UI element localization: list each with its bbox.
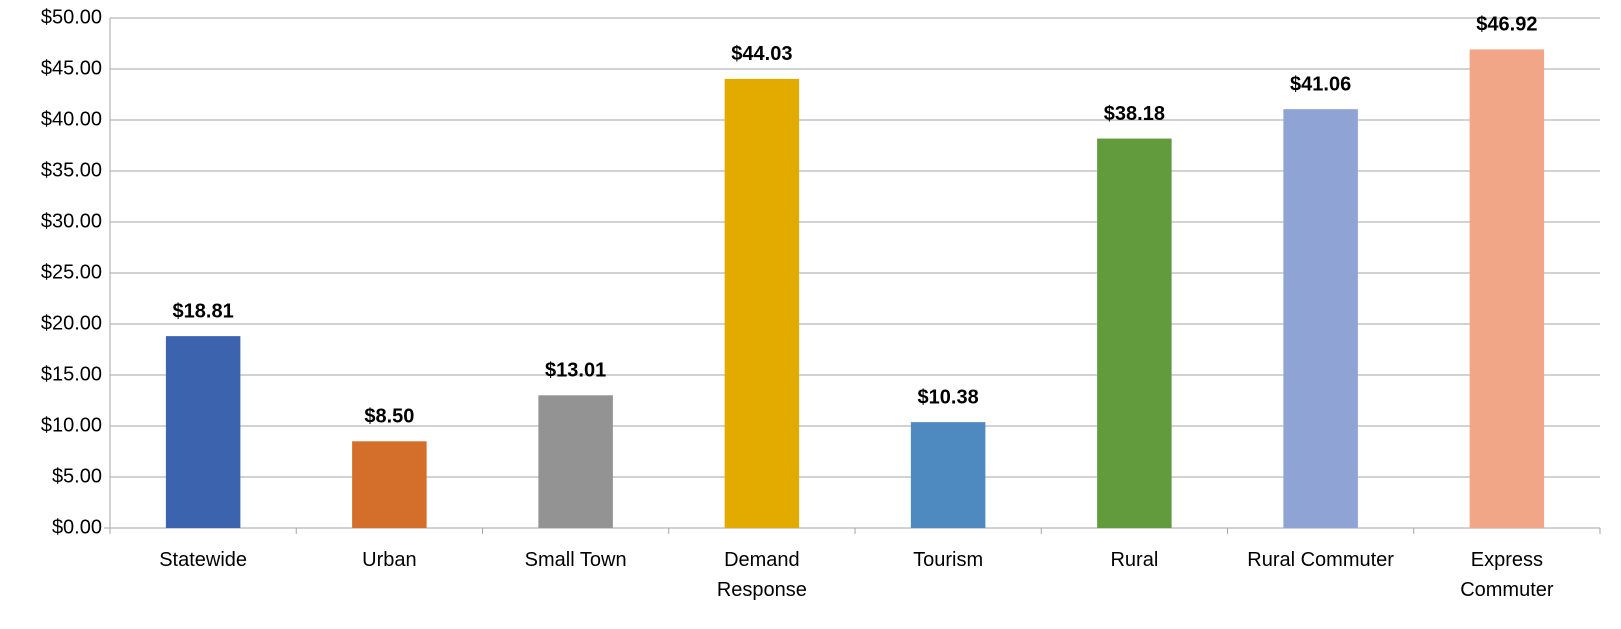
x-tick-label: Statewide — [159, 549, 248, 571]
y-tick-label: $0.00 — [52, 516, 102, 538]
x-tick-label: Rural — [1110, 549, 1159, 571]
bar — [910, 422, 986, 528]
bar — [724, 78, 800, 529]
x-tick-label: Demand Response — [716, 549, 807, 601]
y-tick-label: $20.00 — [41, 312, 102, 334]
value-label: $18.81 — [173, 300, 234, 322]
value-label: $44.03 — [731, 43, 792, 65]
y-tick-label: $25.00 — [41, 261, 102, 283]
value-label: $41.06 — [1290, 73, 1351, 95]
bar — [1097, 138, 1172, 528]
bar — [1469, 49, 1545, 528]
x-tick-label: Tourism — [913, 549, 984, 571]
value-label: $13.01 — [545, 360, 606, 382]
y-tick-label: $10.00 — [41, 414, 102, 436]
value-label: $46.92 — [1476, 14, 1537, 36]
y-tick-label: $30.00 — [41, 210, 102, 232]
x-tick-label: Express Commuter — [1460, 549, 1554, 601]
y-tick-label: $15.00 — [41, 363, 102, 385]
y-tick-label: $40.00 — [41, 108, 102, 130]
value-label: $8.50 — [364, 406, 414, 428]
y-tick-label: $5.00 — [52, 465, 102, 487]
value-label: $10.38 — [918, 386, 979, 408]
x-tick-label: Small Town — [524, 549, 627, 571]
x-tick-label: Urban — [362, 549, 417, 571]
bar — [1283, 109, 1358, 529]
bar — [165, 336, 241, 528]
x-tick-label: Rural Commuter — [1247, 549, 1394, 571]
bar — [538, 395, 613, 528]
value-label: $38.18 — [1104, 103, 1165, 125]
y-tick-label: $50.00 — [41, 6, 102, 28]
bar — [352, 441, 427, 528]
y-tick-label: $45.00 — [41, 57, 102, 79]
y-tick-label: $35.00 — [41, 159, 102, 181]
